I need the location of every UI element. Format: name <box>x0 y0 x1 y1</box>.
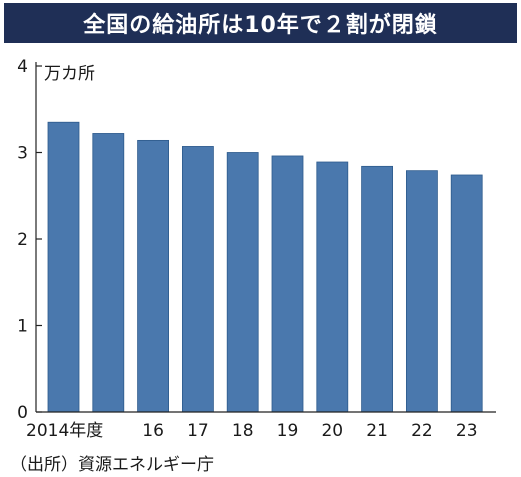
bar-18 <box>226 152 259 413</box>
x-tick-label: 21 <box>366 421 388 441</box>
bar-16 <box>137 139 170 413</box>
y-tick-label: 4 <box>17 57 28 77</box>
bar-19 <box>271 155 304 413</box>
y-tick-label: 1 <box>17 317 28 337</box>
source-note: （出所）資源エネルギー庁 <box>10 455 214 475</box>
x-tick-label: 18 <box>232 421 254 441</box>
y-tick-label: 3 <box>17 144 28 164</box>
bar-2014年度 <box>47 121 80 413</box>
bar-17 <box>181 146 214 413</box>
chart-title-text: 全国の給油所は10年で２割が閉鎖 <box>83 13 438 38</box>
bars <box>47 121 483 413</box>
y-tick-label: 2 <box>17 230 28 250</box>
x-tick-label: 23 <box>456 421 478 441</box>
bar-22 <box>405 170 438 413</box>
x-tick-label: 16 <box>142 421 164 441</box>
y-axis: 0 1 2 3 4 <box>17 57 42 423</box>
x-tick-label: 2014年度 <box>26 421 103 441</box>
y-tick-label: 0 <box>17 403 28 423</box>
bar-21 <box>361 165 394 413</box>
bar-20 <box>316 161 349 413</box>
x-tick-label: 17 <box>187 421 209 441</box>
x-tick-label: 19 <box>277 421 299 441</box>
x-axis: 2014年度 16 17 18 19 20 21 22 23 <box>26 411 496 441</box>
y-axis-unit-label: 万カ所 <box>44 64 95 84</box>
bar-23 <box>450 174 483 413</box>
bar-15 <box>92 133 125 413</box>
x-tick-label: 22 <box>411 421 433 441</box>
chart-title: 全国の給油所は10年で２割が閉鎖 <box>4 3 517 43</box>
x-tick-label: 20 <box>321 421 343 441</box>
